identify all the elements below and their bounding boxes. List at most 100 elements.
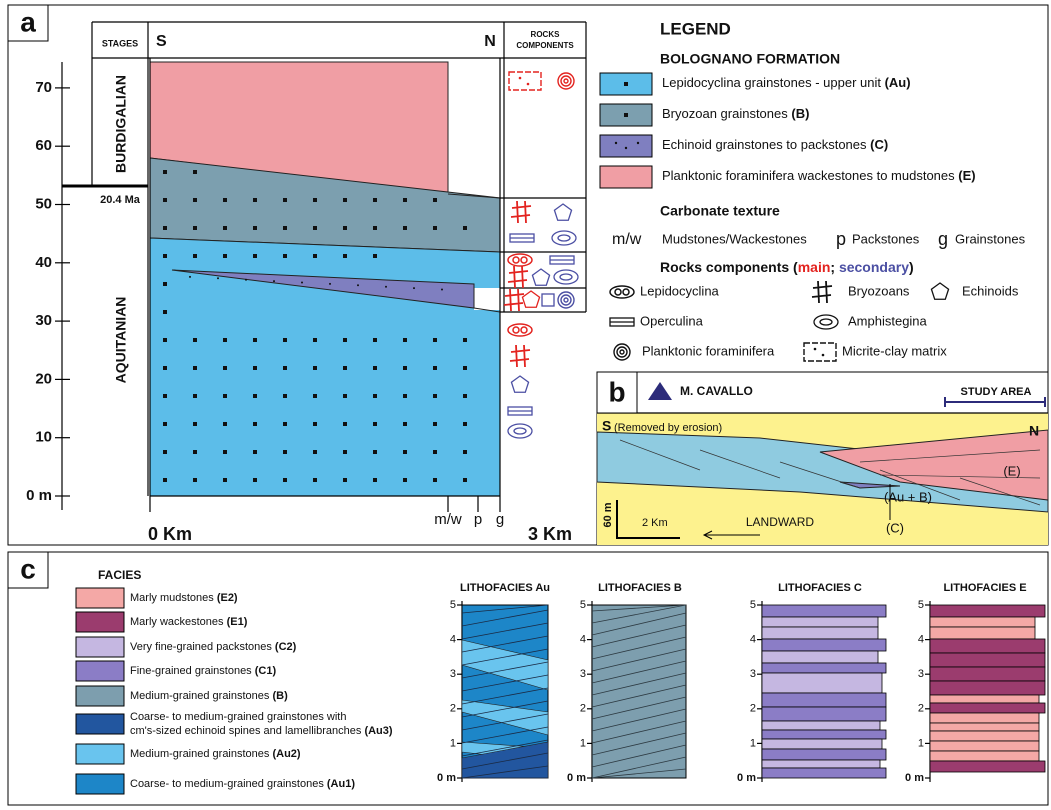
facies-label: Very fine-grained packstones (C2) bbox=[130, 641, 297, 653]
grain-dot bbox=[193, 450, 197, 454]
grain-dot bbox=[343, 198, 347, 202]
bed bbox=[762, 760, 880, 768]
bed bbox=[930, 751, 1039, 761]
grain-dot bbox=[403, 198, 407, 202]
bed bbox=[930, 713, 1039, 723]
grain-dot bbox=[637, 142, 639, 144]
texture-tick: p bbox=[474, 511, 482, 528]
component-label: Echinoids bbox=[962, 283, 1019, 298]
axis-tick-label: 4 bbox=[580, 634, 586, 646]
legend-subtitle-part: main bbox=[798, 259, 831, 275]
bed bbox=[930, 741, 1039, 751]
grain-dot bbox=[433, 450, 437, 454]
grain-dot bbox=[373, 254, 377, 258]
grain-dot bbox=[463, 450, 467, 454]
lithofacies-title: LITHOFACIES C bbox=[778, 582, 862, 594]
facies-swatch bbox=[76, 686, 124, 706]
axis-tick-label: 0 m bbox=[26, 487, 52, 504]
legend-subtitle-part: ) bbox=[909, 259, 914, 275]
legend-label: Lepidocyclina grainstones - upper unit (… bbox=[662, 75, 911, 90]
grain-dot bbox=[223, 338, 227, 342]
facies-code: (Au2) bbox=[272, 748, 300, 760]
grain-dot bbox=[373, 422, 377, 426]
grain-dot bbox=[223, 394, 227, 398]
grain-dot bbox=[301, 282, 303, 284]
grain-dot bbox=[385, 286, 387, 288]
grain-dot bbox=[433, 226, 437, 230]
unit-label: (E) bbox=[1003, 463, 1020, 478]
grain-dot bbox=[343, 254, 347, 258]
axis-tick-label: 5 bbox=[450, 599, 456, 611]
bed bbox=[762, 730, 886, 739]
bed bbox=[762, 749, 886, 760]
direction-label: LANDWARD bbox=[746, 515, 815, 529]
grain-dot bbox=[253, 450, 257, 454]
grain-dot bbox=[433, 478, 437, 482]
column-header: STAGES bbox=[102, 38, 138, 48]
direction-label: S bbox=[156, 33, 167, 50]
grain-dot bbox=[163, 254, 167, 258]
grain-dot bbox=[193, 226, 197, 230]
scale-label: 2 Km bbox=[642, 517, 668, 529]
bed bbox=[762, 651, 878, 663]
grain-dot bbox=[313, 226, 317, 230]
facies-label-text: Marly wackestones bbox=[130, 616, 227, 628]
grain-dot bbox=[373, 366, 377, 370]
grain-dot bbox=[403, 366, 407, 370]
grain-dot bbox=[373, 394, 377, 398]
grain-dot bbox=[193, 394, 197, 398]
unit-label: (C) bbox=[886, 520, 904, 535]
grain-dot bbox=[163, 226, 167, 230]
grain-dot bbox=[283, 338, 287, 342]
facies-swatch bbox=[76, 588, 124, 608]
axis-tick-label: 0 m bbox=[437, 772, 456, 784]
grain-dot bbox=[403, 450, 407, 454]
grain-dot bbox=[193, 170, 197, 174]
bed bbox=[762, 673, 882, 693]
grain-dot bbox=[329, 283, 331, 285]
grain-dot bbox=[403, 478, 407, 482]
grain-dot bbox=[343, 366, 347, 370]
grain-dot bbox=[223, 254, 227, 258]
grain-dot bbox=[253, 338, 257, 342]
grain-dot bbox=[313, 338, 317, 342]
legend-label-text: Planktonic foraminifera wackestones to m… bbox=[662, 168, 958, 183]
grain-dot bbox=[373, 198, 377, 202]
grain-dot bbox=[253, 478, 257, 482]
axis-tick-label: 60 bbox=[35, 137, 52, 154]
grain-dot bbox=[313, 198, 317, 202]
grain-dot bbox=[163, 394, 167, 398]
unit-label: (Au + B) bbox=[884, 489, 932, 504]
bed bbox=[930, 667, 1045, 681]
panel-letter: a bbox=[20, 6, 36, 37]
panel-letter: c bbox=[20, 553, 36, 584]
facies-swatch bbox=[76, 744, 124, 764]
grain-dot bbox=[343, 338, 347, 342]
grain-dot bbox=[463, 422, 467, 426]
grain-dot bbox=[343, 422, 347, 426]
grain-dot bbox=[163, 282, 167, 286]
bed bbox=[930, 653, 1045, 667]
bed bbox=[930, 703, 1045, 713]
facies-label: Marly wackestones (E1) bbox=[130, 616, 248, 628]
texture-tick: m/w bbox=[434, 511, 462, 528]
direction-label: S bbox=[602, 418, 611, 434]
figure: acSTAGESSNROCKSCOMPONENTSBURDIGALIANAQUI… bbox=[0, 0, 1051, 810]
grain-dot bbox=[163, 478, 167, 482]
grain-dot bbox=[283, 226, 287, 230]
component-label: Lepidocyclina bbox=[640, 283, 720, 298]
texture-symbol: g bbox=[938, 229, 948, 249]
grain-dot bbox=[441, 289, 443, 291]
legend-label-text: Lepidocyclina grainstones - upper unit bbox=[662, 75, 885, 90]
axis-tick-label: 4 bbox=[750, 634, 756, 646]
grain-dot bbox=[193, 338, 197, 342]
axis-tick-label: 2 bbox=[918, 703, 924, 715]
direction-label: N bbox=[484, 33, 496, 50]
grain-dot bbox=[373, 226, 377, 230]
legend-swatch bbox=[600, 166, 652, 188]
axis-tick-label: 1 bbox=[918, 737, 924, 749]
lithofacies-title: LITHOFACIES B bbox=[598, 582, 682, 594]
facies-swatch bbox=[76, 637, 124, 657]
grain-dot bbox=[163, 422, 167, 426]
axis-tick-label: 4 bbox=[918, 634, 924, 646]
